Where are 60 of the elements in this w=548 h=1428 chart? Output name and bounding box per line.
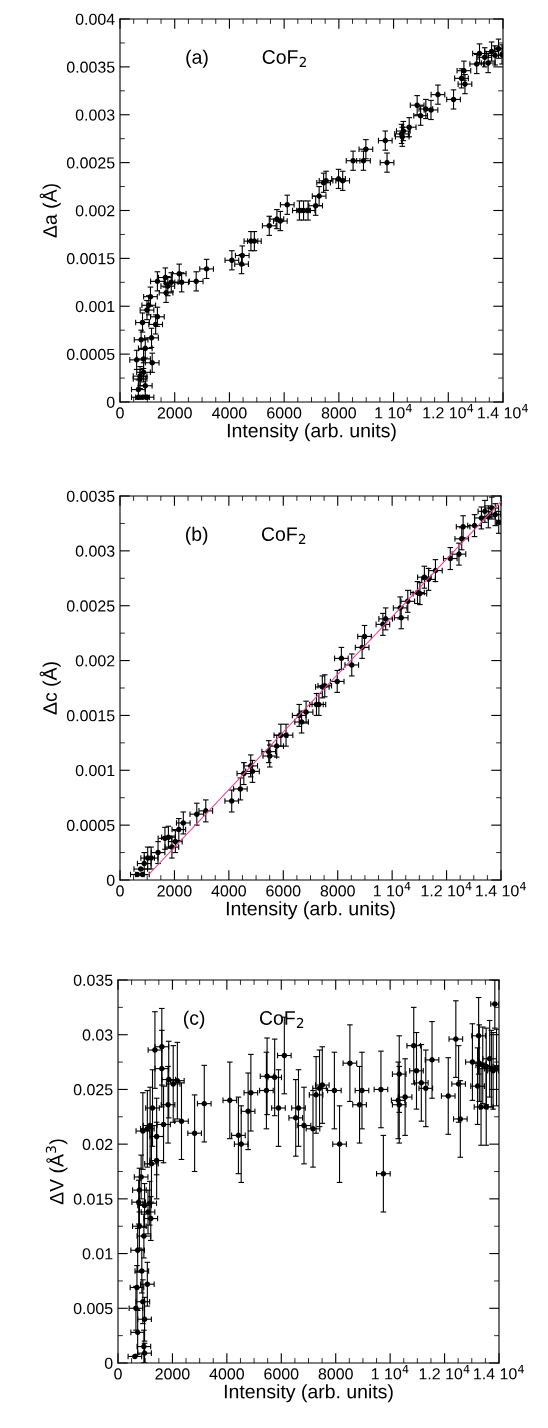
y-tick-label: 0.0035 — [66, 490, 115, 502]
y-tick-label: 0.001 — [75, 300, 115, 313]
y-tick-label: 0.0005 — [66, 348, 115, 361]
x-tick-label: 1.4 10$^{4}$ — [476, 882, 526, 897]
y-tick-label: 0.005 — [73, 1302, 113, 1315]
x-tick-label: 4000 — [211, 885, 246, 897]
x-tick-label: 4000 — [209, 1368, 244, 1380]
y-tick-label: 0.03 — [82, 1029, 113, 1041]
annotation: (b) — [185, 526, 208, 545]
y-tick-label: 0 — [104, 1357, 113, 1369]
y-tick-label: 0.003 — [75, 545, 115, 557]
x-tick-label: 6000 — [264, 1368, 299, 1380]
y-tick-label: 0 — [106, 396, 115, 408]
x-tick-label: 1 10$^{4}$ — [371, 1365, 409, 1380]
annotation: (c) — [183, 1010, 205, 1029]
y-tick-label: 0.0005 — [66, 819, 115, 832]
x-tick-label: 8000 — [321, 407, 356, 419]
annotation: CoF$_{2}$ — [262, 50, 306, 67]
annotation: CoF$_{2}$ — [261, 527, 306, 544]
y-tick-label: 0.025 — [73, 1084, 113, 1096]
y-tick-label: 0.002 — [75, 205, 115, 217]
y-axis-title: Δa (Å) — [39, 184, 61, 238]
x-tick-label: 4000 — [212, 407, 247, 419]
x-tick-label: 1.2 10$^{4}$ — [419, 1365, 470, 1380]
x-axis-title: Intensity (arb. units) — [224, 1384, 393, 1403]
x-tick-label: 6000 — [267, 407, 302, 419]
annotation: CoF$_{2}$ — [259, 1011, 304, 1028]
x-axis-title: Intensity (arb. units) — [226, 901, 395, 920]
y-tick-label: 0.01 — [82, 1248, 113, 1260]
y-tick-label: 0.015 — [73, 1193, 113, 1205]
annotation: (a) — [186, 49, 208, 68]
y-tick-label: 0.035 — [73, 974, 113, 986]
y-tick-label: 0.0015 — [66, 710, 115, 722]
x-tick-label: 0 — [116, 885, 124, 897]
x-tick-label: 8000 — [318, 1368, 353, 1380]
x-tick-label: 1.4 10$^{4}$ — [478, 404, 528, 419]
y-tick-label: 0.0025 — [66, 600, 115, 612]
x-tick-label: 1.2 10$^{4}$ — [423, 404, 474, 419]
y-tick-label: 0.001 — [75, 764, 115, 777]
x-tick-label: 1 10$^{4}$ — [373, 882, 411, 897]
y-axis-title: ΔV (Å$^{3}$) — [45, 1139, 68, 1205]
x-tick-label: 1.4 10$^{4}$ — [474, 1365, 524, 1380]
x-tick-label: 2000 — [157, 407, 192, 419]
y-tick-label: 0.002 — [75, 655, 115, 667]
x-tick-label: 1 10$^{4}$ — [375, 404, 412, 419]
y-tick-label: 0.0035 — [66, 61, 115, 73]
x-tick-label: 2000 — [155, 1368, 190, 1380]
x-tick-label: 6000 — [266, 885, 301, 897]
y-tick-label: 0 — [106, 874, 115, 886]
y-tick-label: 0.02 — [82, 1138, 113, 1151]
x-tick-label: 1.2 10$^{4}$ — [421, 882, 472, 897]
y-tick-label: 0.0025 — [66, 157, 115, 169]
x-axis-title: Intensity (arb. units) — [227, 423, 396, 442]
x-tick-label: 8000 — [320, 885, 355, 897]
y-axis-title: Δc (Å) — [39, 662, 61, 715]
y-tick-label: 0.0015 — [66, 253, 115, 265]
x-tick-label: 0 — [116, 407, 124, 419]
y-tick-label: 0.004 — [75, 13, 115, 25]
y-tick-label: 0.003 — [75, 109, 115, 121]
x-tick-label: 2000 — [157, 885, 192, 897]
